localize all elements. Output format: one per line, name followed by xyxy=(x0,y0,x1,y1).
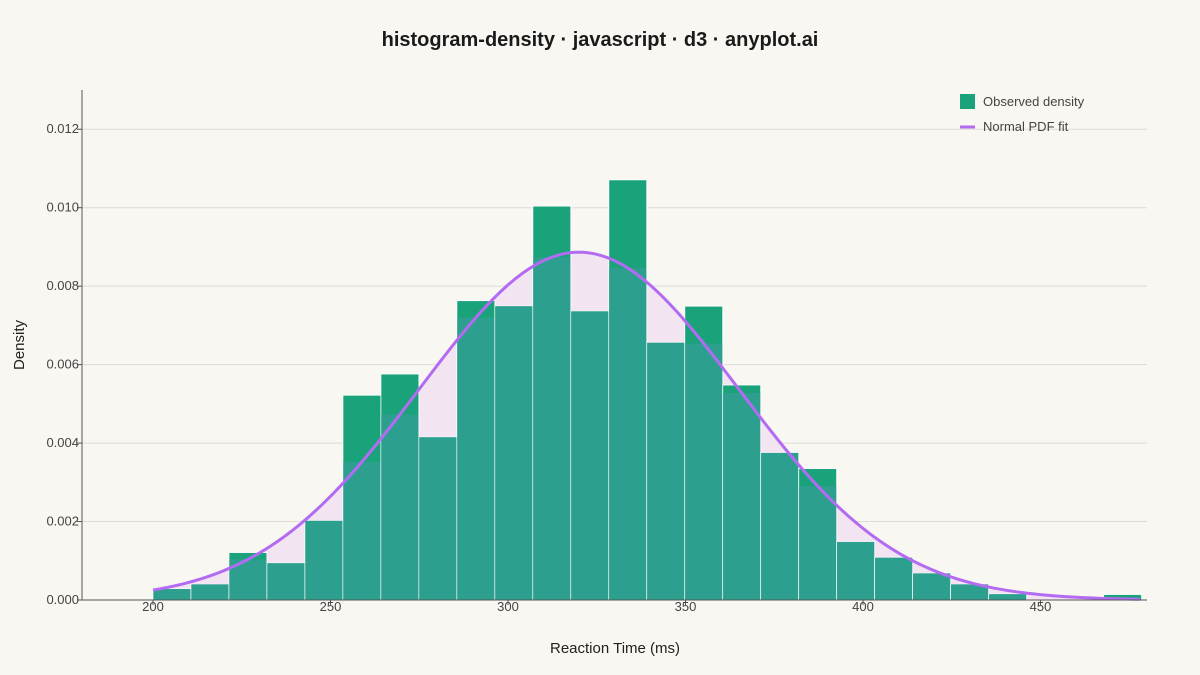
legend: Observed density Normal PDF fit xyxy=(960,94,1085,134)
histogram-bar-overlap xyxy=(609,268,647,600)
histogram-bar-overlap xyxy=(305,520,343,600)
histogram-bar-overlap xyxy=(571,311,609,600)
y-tick-label: 0.012 xyxy=(46,121,79,136)
histogram-bar-overlap xyxy=(457,317,495,600)
histogram-bar-overlap xyxy=(875,557,913,600)
y-axis-label: Density xyxy=(11,319,28,370)
y-tick-label: 0.008 xyxy=(46,278,79,293)
x-tick-label: 350 xyxy=(675,599,697,614)
histogram-bar-overlap xyxy=(533,257,571,600)
x-tick-label: 300 xyxy=(497,599,519,614)
y-tick-label: 0.004 xyxy=(46,435,79,450)
axes: 0.000 0.002 0.004 0.006 0.008 0.010 0.012 200 25… xyxy=(46,90,1147,614)
x-tick-label: 400 xyxy=(852,599,874,614)
y-tick-label: 0.000 xyxy=(46,592,79,607)
y-tick-label: 0.006 xyxy=(46,357,79,372)
histogram-bar-overlap xyxy=(343,461,381,600)
histogram-bar-overlap xyxy=(723,393,761,600)
histogram-bar-overlap xyxy=(951,584,989,600)
legend-label-pdf: Normal PDF fit xyxy=(983,119,1069,134)
x-tick-label: 250 xyxy=(320,599,342,614)
histogram-bar-overlap xyxy=(913,573,951,600)
y-tick-label: 0.010 xyxy=(46,200,79,215)
histogram-bar-overlap xyxy=(837,541,875,600)
chart-title: histogram-density · javascript · d3 · an… xyxy=(382,29,819,51)
x-tick-label: 200 xyxy=(142,599,164,614)
histogram-bar-overlap xyxy=(685,343,723,600)
histogram-bar-overlap xyxy=(419,437,457,600)
histogram-bar-overlap xyxy=(989,594,1027,600)
x-tick-label: 450 xyxy=(1030,599,1052,614)
histogram-bar-overlap xyxy=(267,563,305,600)
histogram-bar-overlap xyxy=(799,486,837,600)
histogram-bars xyxy=(152,179,1143,601)
histogram-bar-overlap xyxy=(647,342,685,600)
y-tick-label: 0.002 xyxy=(46,514,79,529)
x-axis-label: Reaction Time (ms) xyxy=(550,640,680,657)
pdf-line xyxy=(152,250,1140,601)
histogram-bar-overlap xyxy=(191,584,229,600)
histogram-bar-overlap xyxy=(495,306,533,600)
histogram-bar-overlap xyxy=(381,414,419,600)
legend-label-observed: Observed density xyxy=(983,94,1085,109)
normal-pdf-curve xyxy=(152,250,1140,601)
histogram-bar-overlap xyxy=(153,589,191,600)
legend-swatch-observed xyxy=(960,94,975,109)
histogram-bar-overlap xyxy=(761,452,799,600)
